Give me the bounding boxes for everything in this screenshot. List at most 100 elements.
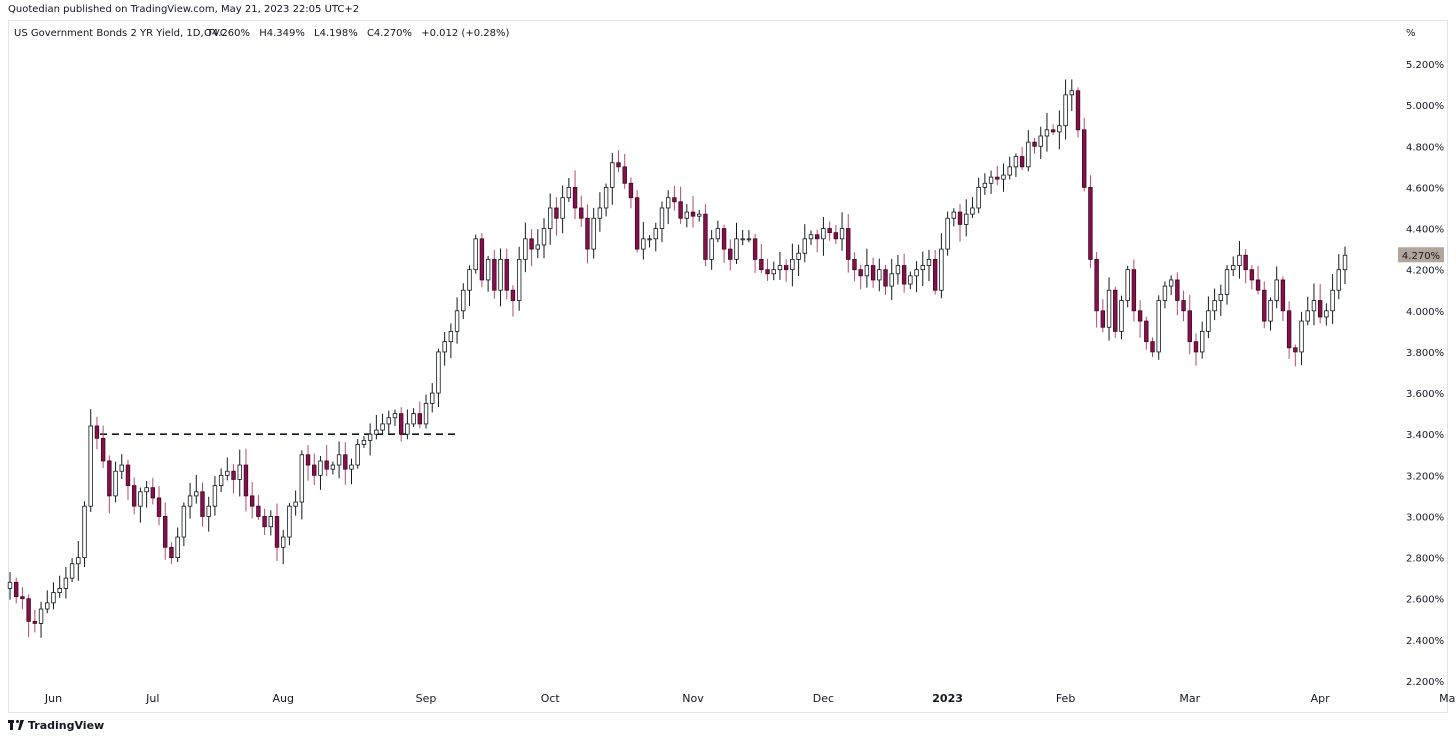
candle (1082, 129, 1087, 188)
candle (336, 454, 342, 466)
candle (63, 577, 69, 589)
candle (610, 162, 615, 188)
candle (597, 207, 603, 219)
candle (516, 258, 522, 301)
candle (641, 238, 646, 250)
candle (1156, 300, 1161, 353)
candle (355, 444, 360, 466)
candle (734, 238, 739, 260)
ohlc-readout: O4.260% H4.349% L4.198% C4.270% +0.012 (… (204, 28, 509, 39)
candle (1231, 265, 1236, 271)
candle (436, 351, 441, 394)
candle (1001, 174, 1006, 180)
candle (697, 213, 702, 217)
candle (231, 470, 236, 480)
candle (1268, 300, 1273, 322)
ohlc-low: L4.198% (314, 28, 358, 39)
x-tick-label: Sep (416, 692, 437, 705)
candle (852, 258, 857, 271)
candle (249, 495, 255, 507)
y-tick-label: 4.000% (1406, 307, 1444, 318)
candle (1125, 269, 1130, 301)
candle (504, 258, 509, 291)
footer-brand: TradingView (28, 718, 105, 732)
candle (45, 602, 50, 610)
candle (330, 464, 336, 470)
candle (560, 197, 565, 219)
candle (1299, 320, 1304, 353)
tradingview-logo-icon (8, 720, 24, 730)
candle (1137, 310, 1143, 322)
candle (144, 487, 149, 493)
candle (579, 207, 584, 219)
y-tick-label: 4.200% (1406, 266, 1444, 277)
candle (1057, 125, 1062, 133)
candle (802, 238, 807, 254)
candle (479, 238, 485, 281)
candle (7, 581, 13, 589)
y-axis: 5.200% 5.000% 4.800% 4.600% 4.400% 4.200% 4.00… (1406, 60, 1444, 688)
candle (808, 234, 814, 240)
candle (821, 228, 826, 240)
candle (1013, 156, 1019, 168)
tradingview-footer: TradingView (8, 716, 104, 734)
candle (771, 269, 776, 275)
candle (380, 423, 385, 431)
candle (678, 201, 683, 219)
candle (1336, 269, 1341, 291)
published-line: Quotedian published on TradingView.com, … (8, 4, 360, 15)
y-tick-label: 4.600% (1406, 183, 1444, 194)
candle (982, 182, 988, 188)
chart-title: US Government Bonds 2 YR Yield, 1D, TVC (14, 28, 227, 39)
candle (1311, 300, 1317, 312)
candle (374, 429, 379, 435)
candle (1206, 310, 1211, 332)
candle (777, 265, 783, 271)
candle (796, 252, 801, 260)
candle (361, 439, 367, 445)
candle (901, 265, 907, 285)
candle (94, 425, 100, 439)
candle (964, 213, 969, 225)
candle (57, 588, 62, 593)
candle (1293, 347, 1298, 353)
candle (417, 413, 423, 425)
candle (703, 213, 708, 260)
candle (69, 563, 75, 579)
candle (1237, 254, 1242, 266)
y-tick-label: 4.800% (1406, 142, 1444, 153)
candle (628, 182, 634, 199)
candle (281, 536, 286, 548)
candle (548, 207, 553, 229)
candle (200, 491, 205, 517)
candle (14, 581, 19, 598)
candle (1026, 141, 1031, 168)
candle (1168, 279, 1174, 287)
y-tick-label: 3.000% (1406, 512, 1444, 523)
candle (454, 310, 460, 332)
candle (312, 464, 317, 476)
candle (76, 557, 81, 565)
candle (343, 454, 348, 470)
candle (709, 238, 714, 260)
candle (169, 546, 174, 558)
candle (665, 197, 671, 209)
candle (1330, 289, 1335, 312)
candle (870, 265, 876, 281)
candle (1262, 289, 1267, 322)
candle (864, 265, 870, 277)
candle (566, 186, 572, 199)
ohlc-close: C4.270% (367, 28, 412, 39)
y-tick-label: 5.000% (1406, 101, 1444, 112)
candle (653, 228, 658, 240)
candle (163, 516, 168, 548)
candle (647, 238, 652, 241)
candle (194, 491, 199, 497)
candle (1050, 129, 1056, 133)
candle (113, 470, 118, 497)
candle (125, 464, 131, 487)
candle (38, 608, 44, 624)
candle (752, 238, 758, 260)
candle (1305, 310, 1310, 322)
